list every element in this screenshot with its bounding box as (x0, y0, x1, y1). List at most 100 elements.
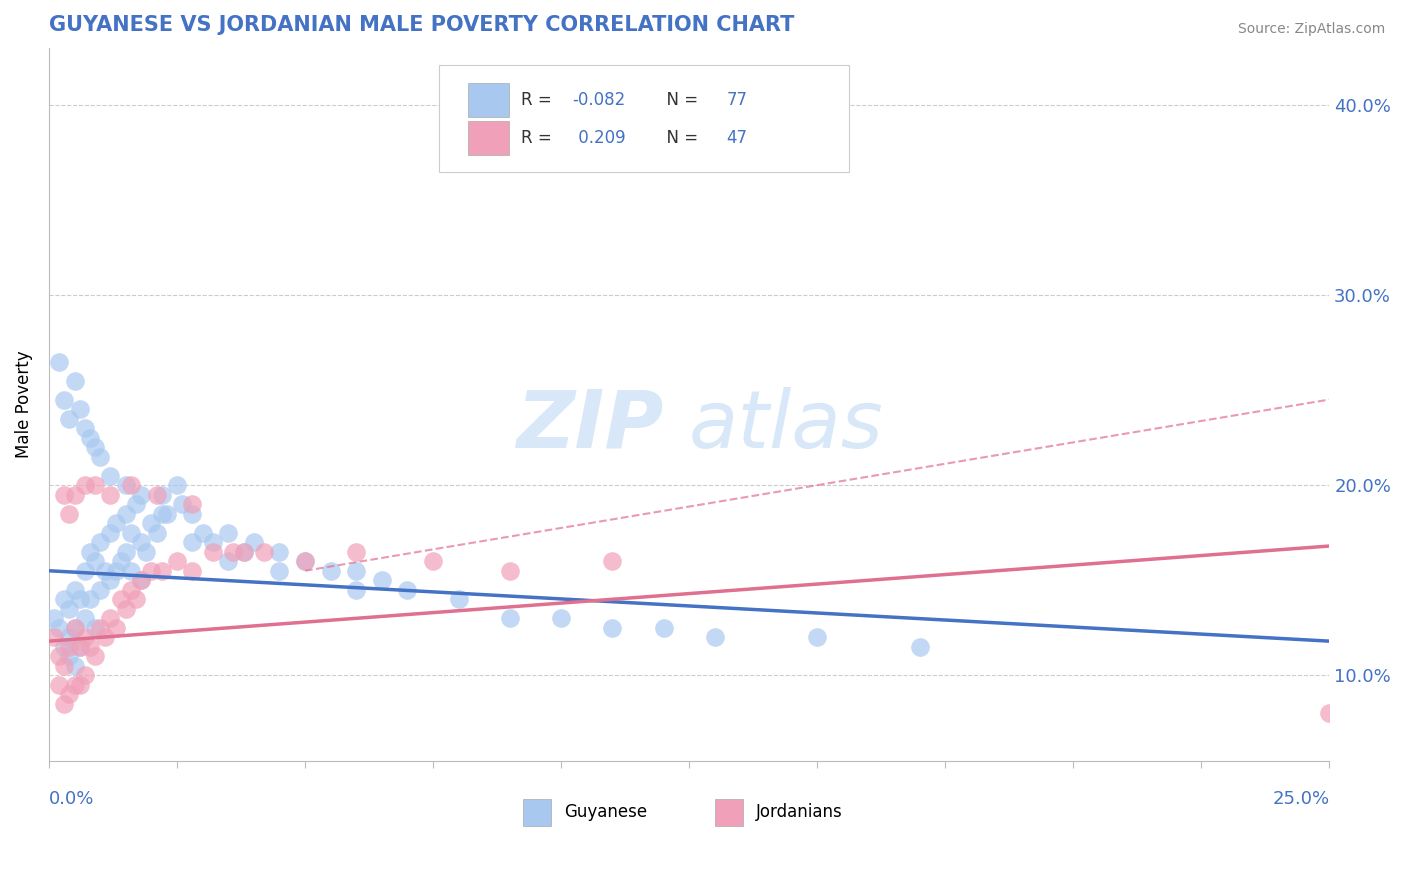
Point (53, 592, 76, 607)
Point (89, 582, 111, 597)
Point (114, 507, 136, 521)
Point (600, 621, 623, 635)
Point (48, 678, 70, 692)
Point (172, 497, 194, 511)
Point (84, 621, 107, 635)
Point (114, 602, 136, 616)
Point (73, 611, 96, 625)
Point (243, 535, 266, 549)
Point (129, 574, 152, 588)
Text: atlas: atlas (689, 387, 884, 465)
Point (48, 354, 70, 368)
Text: -0.082: -0.082 (572, 91, 626, 109)
Point (100, 574, 122, 588)
Point (129, 488, 152, 502)
Point (53, 697, 76, 711)
Point (63, 374, 86, 388)
Point (908, 640, 931, 654)
Point (145, 488, 167, 502)
Point (42, 631, 65, 645)
Point (79, 640, 101, 654)
Point (145, 525, 167, 540)
Point (63, 621, 86, 635)
Point (181, 535, 204, 549)
Point (344, 564, 367, 578)
Point (344, 545, 367, 559)
Text: N =: N = (655, 91, 703, 109)
Point (94, 564, 117, 578)
Point (141, 564, 163, 578)
Point (58, 640, 80, 654)
Point (53, 640, 76, 654)
Point (181, 507, 204, 521)
Point (84, 440, 107, 454)
Y-axis label: Male Poverty: Male Poverty (15, 351, 32, 458)
Point (150, 488, 173, 502)
Point (69, 640, 91, 654)
Point (63, 488, 86, 502)
Point (69, 640, 91, 654)
Point (135, 545, 157, 559)
Point (652, 621, 675, 635)
Point (166, 554, 188, 568)
Point (201, 545, 224, 559)
Point (100, 488, 122, 502)
Bar (468, 121, 509, 155)
Point (422, 554, 444, 568)
Bar (714, 798, 742, 826)
Point (42, 611, 65, 625)
Text: 47: 47 (727, 129, 747, 147)
Point (344, 582, 367, 597)
Point (1317, 706, 1340, 721)
Text: 77: 77 (727, 91, 747, 109)
Point (73, 421, 96, 435)
Point (73, 564, 96, 578)
Point (58, 687, 80, 701)
Point (100, 611, 122, 625)
Bar (468, 83, 509, 117)
Point (222, 545, 245, 559)
Point (104, 516, 127, 531)
Point (84, 649, 107, 664)
Point (550, 611, 572, 625)
Point (63, 658, 86, 673)
Point (120, 525, 142, 540)
Point (319, 564, 342, 578)
Point (110, 592, 132, 607)
Point (58, 649, 80, 664)
Text: R =: R = (522, 129, 557, 147)
Point (89, 450, 111, 464)
Point (89, 621, 111, 635)
Point (79, 431, 101, 445)
Point (110, 554, 132, 568)
Point (79, 592, 101, 607)
Text: ZIP: ZIP (516, 387, 664, 465)
Point (294, 554, 316, 568)
Point (114, 545, 136, 559)
Point (269, 564, 291, 578)
Point (63, 582, 86, 597)
Point (84, 478, 107, 492)
Point (141, 516, 163, 531)
Point (104, 621, 127, 635)
Text: Source: ZipAtlas.com: Source: ZipAtlas.com (1237, 22, 1385, 37)
Point (253, 545, 276, 559)
Point (94, 631, 117, 645)
Point (150, 564, 173, 578)
Point (79, 545, 101, 559)
Point (191, 525, 214, 540)
Point (294, 554, 316, 568)
Point (129, 535, 152, 549)
Point (69, 678, 91, 692)
Point (156, 507, 179, 521)
Point (73, 631, 96, 645)
Point (53, 392, 76, 407)
Point (125, 592, 148, 607)
Point (73, 478, 96, 492)
Bar (523, 798, 551, 826)
Point (73, 668, 96, 682)
FancyBboxPatch shape (440, 65, 849, 172)
Point (100, 525, 122, 540)
Point (69, 592, 91, 607)
Point (104, 564, 127, 578)
